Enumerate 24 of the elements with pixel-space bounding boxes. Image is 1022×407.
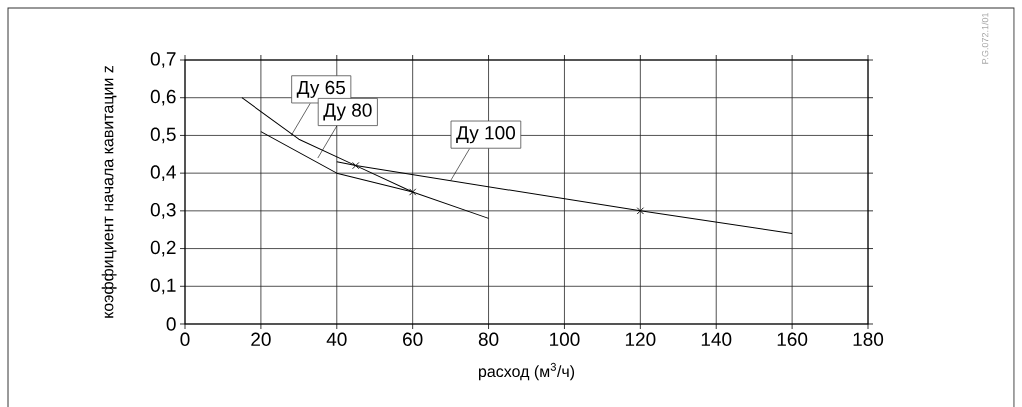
y-axis-title: коэффициент начала кавитации z [101, 65, 117, 318]
x-tick-label: 20 [251, 332, 271, 346]
x-tick-label: 140 [701, 332, 732, 346]
y-tick-label: 0,5 [150, 127, 176, 144]
y-tick-label: 0 [166, 317, 176, 331]
x-tick-label: 120 [625, 332, 656, 346]
annotation: Ду 65 [296, 80, 346, 98]
x-tick-label: 40 [326, 332, 347, 346]
y-tick-label: 0,4 [150, 165, 176, 181]
x-axis-title: расход (м$^{3}$/ч) [478, 362, 575, 381]
x-tick-label: 180 [853, 332, 884, 346]
y-tick-label: 0,3 [150, 203, 176, 219]
y-tick-label: 0,7 [150, 52, 176, 68]
x-tick-label: 80 [478, 332, 499, 346]
y-tick-label: 0,1 [150, 278, 176, 295]
y-tick-label: 0,2 [150, 240, 176, 257]
x-tick-label: 0 [180, 332, 190, 346]
text: P.G.072.1/01 [981, 12, 989, 64]
x-tick-label: 160 [777, 332, 808, 346]
x-tick-label: 60 [403, 332, 423, 346]
x-tick-label: 100 [550, 332, 580, 346]
annotation: Ду 80 [323, 103, 372, 121]
annotation: Ду 100 [456, 126, 516, 144]
y-tick-label: 0,6 [150, 89, 176, 106]
